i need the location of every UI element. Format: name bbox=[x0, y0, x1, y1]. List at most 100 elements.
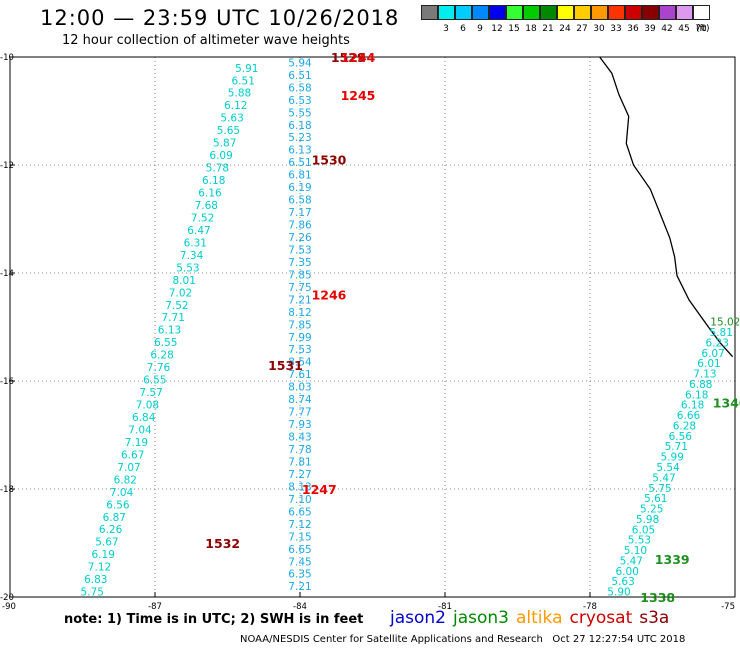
scale-label: 39 bbox=[644, 24, 656, 34]
wave-height-value: 6.16 bbox=[198, 188, 222, 200]
wave-height-value: 6.28 bbox=[673, 420, 696, 432]
legend-item-jason3: jason3 bbox=[453, 608, 509, 628]
wave-height-value: 6.53 bbox=[288, 95, 311, 107]
wave-height-value: 7.12 bbox=[88, 562, 111, 574]
scale-label: 24 bbox=[559, 24, 571, 34]
wave-height-value: 7.26 bbox=[288, 232, 312, 244]
scale-swatch bbox=[438, 5, 455, 20]
wave-height-value: 7.57 bbox=[139, 387, 162, 399]
track-middle: 7.216.357.456.657.157.126.657.108.137.27… bbox=[288, 57, 312, 593]
pass-time-label: 1247 bbox=[302, 482, 337, 497]
scale-swatch bbox=[591, 5, 608, 20]
wave-height-value: 5.63 bbox=[220, 113, 243, 125]
lon-tick-label: -81 bbox=[438, 602, 452, 612]
scale-label: 6 bbox=[460, 24, 466, 34]
wave-height-value: 5.55 bbox=[288, 107, 311, 119]
wave-height-value: 6.66 bbox=[677, 410, 701, 422]
wave-height-value: 7.13 bbox=[693, 369, 716, 381]
wave-height-value: 7.27 bbox=[288, 469, 311, 481]
wave-height-value: 5.91 bbox=[235, 63, 258, 75]
wave-height-value: 7.52 bbox=[191, 213, 214, 225]
satellite-legend: jason2 jason3 altika cryosat s3a bbox=[390, 608, 676, 628]
lon-tick-label: -75 bbox=[721, 602, 735, 612]
legend-item-altika: altika bbox=[516, 608, 563, 628]
wave-height-value: 5.47 bbox=[620, 555, 643, 567]
wave-height-value: 6.55 bbox=[143, 375, 166, 387]
pass-time-label: 1530 bbox=[312, 153, 347, 168]
wave-height-value: 5.88 bbox=[228, 88, 251, 100]
wave-height-value: 6.26 bbox=[99, 524, 123, 536]
lon-tick-label: -78 bbox=[583, 602, 597, 612]
scale-swatch bbox=[421, 5, 438, 20]
wave-height-value: 5.65 bbox=[217, 125, 240, 137]
wave-height-value: 6.35 bbox=[288, 569, 311, 581]
track-west: 5.756.837.126.195.676.266.876.567.046.82… bbox=[81, 63, 259, 599]
scale-swatch bbox=[693, 5, 710, 20]
pass-time-label: 1532 bbox=[205, 536, 240, 551]
legend-item-cryosat: cryosat bbox=[569, 608, 633, 628]
wave-height-value: 8.74 bbox=[288, 394, 312, 406]
wave-height-value: 7.53 bbox=[288, 245, 311, 257]
wave-height-value: 6.65 bbox=[288, 506, 311, 518]
wave-height-value: 6.56 bbox=[669, 431, 693, 443]
wave-height-value: 7.76 bbox=[147, 362, 171, 374]
wave-height-value: 5.47 bbox=[652, 472, 675, 484]
wave-height-value: 6.87 bbox=[103, 512, 126, 524]
lon-tick-label: -84 bbox=[293, 602, 307, 612]
wave-height-value: 5.99 bbox=[661, 452, 684, 464]
scale-label: 3 bbox=[443, 24, 449, 34]
wave-height-value: 6.83 bbox=[84, 574, 107, 586]
wave-height-value: 6.09 bbox=[209, 150, 232, 162]
wave-height-value: 6.56 bbox=[106, 499, 130, 511]
wave-height-value: 6.18 bbox=[681, 400, 704, 412]
wave-height-value: 7.52 bbox=[165, 300, 188, 312]
lon-tick-label: -90 bbox=[2, 602, 16, 612]
wave-height-value: 8.03 bbox=[288, 382, 311, 394]
wave-height-value: 6.55 bbox=[154, 337, 177, 349]
wave-height-value: 6.67 bbox=[121, 449, 144, 461]
lat-tick-label: -20 bbox=[0, 593, 14, 603]
wave-height-value: 5.71 bbox=[665, 441, 688, 453]
wave-height-value: 8.12 bbox=[288, 307, 311, 319]
wave-height-value: 6.13 bbox=[158, 325, 181, 337]
wave-height-value: 5.53 bbox=[176, 262, 199, 274]
wave-height-value: 7.10 bbox=[288, 494, 311, 506]
scale-swatch bbox=[540, 5, 557, 20]
wave-height-value: 5.25 bbox=[640, 504, 663, 516]
wave-height-value: 6.18 bbox=[288, 120, 311, 132]
scale-label: 42 bbox=[661, 24, 673, 34]
scale-swatch bbox=[523, 5, 540, 20]
wave-height-value: 8.01 bbox=[173, 275, 196, 287]
wave-height-value: 5.81 bbox=[710, 327, 733, 339]
scale-swatch bbox=[659, 5, 676, 20]
map-border bbox=[9, 56, 736, 598]
wave-height-value: 5.98 bbox=[636, 514, 659, 526]
scale-swatch bbox=[557, 5, 574, 20]
wave-height-value: 7.71 bbox=[162, 312, 185, 324]
wave-height-value: 6.84 bbox=[132, 412, 156, 424]
wave-height-value: 6.51 bbox=[288, 70, 311, 82]
track-east: 5.905.636.005.475.105.536.055.985.255.61… bbox=[607, 317, 740, 599]
wave-height-value: 7.85 bbox=[288, 269, 311, 281]
pass-time-label: 1339 bbox=[655, 552, 690, 567]
wave-height-value: 7.99 bbox=[288, 332, 311, 344]
wave-height-value: 5.67 bbox=[95, 537, 118, 549]
wave-height-value: 5.87 bbox=[213, 138, 236, 150]
wave-height-value: 7.93 bbox=[288, 419, 311, 431]
wave-height-value: 6.88 bbox=[689, 379, 712, 391]
lat-tick-label: -14 bbox=[0, 269, 14, 279]
pass-time-label: 1245 bbox=[341, 88, 376, 103]
lat-tick-label: -16 bbox=[0, 377, 14, 387]
scale-swatch bbox=[608, 5, 625, 20]
wave-height-value: 6.18 bbox=[685, 389, 708, 401]
wave-height-value: 6.19 bbox=[92, 549, 115, 561]
wave-height-value: 5.75 bbox=[648, 483, 671, 495]
wave-height-value: 6.65 bbox=[288, 544, 311, 556]
page-subtitle: 12 hour collection of altimeter wave hei… bbox=[62, 33, 350, 48]
wave-height-value: 6.01 bbox=[697, 358, 720, 370]
page-title: 12:00 — 23:59 UTC 10/26/2018 bbox=[40, 6, 400, 30]
wave-height-value: 5.23 bbox=[288, 132, 311, 144]
wave-height-value: 8.43 bbox=[288, 432, 311, 444]
